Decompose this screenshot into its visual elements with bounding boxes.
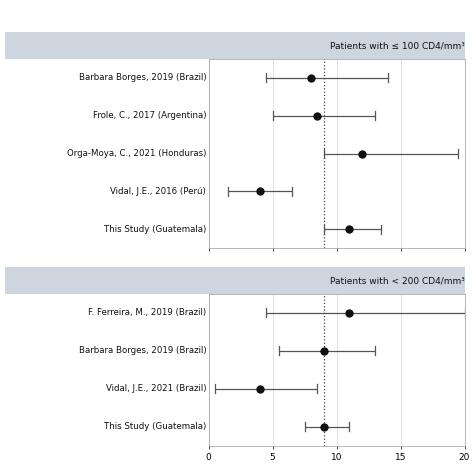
Text: Vidal, J.E., 2021 (Brazil): Vidal, J.E., 2021 (Brazil) xyxy=(106,384,206,393)
Text: Barbara Borges, 2019 (Brazil): Barbara Borges, 2019 (Brazil) xyxy=(79,73,206,82)
Text: This Study (Guatemala): This Study (Guatemala) xyxy=(104,225,206,234)
Text: Barbara Borges, 2019 (Brazil): Barbara Borges, 2019 (Brazil) xyxy=(79,346,206,355)
Text: Frole, C., 2017 (Argentina): Frole, C., 2017 (Argentina) xyxy=(93,111,206,120)
Text: Orga-Moya, C., 2021 (Honduras): Orga-Moya, C., 2021 (Honduras) xyxy=(67,149,206,158)
Text: Vidal, J.E., 2016 (Perú): Vidal, J.E., 2016 (Perú) xyxy=(110,187,206,196)
Text: This Study (Guatemala): This Study (Guatemala) xyxy=(104,422,206,431)
Text: Patients with < 200 CD4/mm³: Patients with < 200 CD4/mm³ xyxy=(329,276,465,285)
Text: Patients with ≤ 100 CD4/mm³: Patients with ≤ 100 CD4/mm³ xyxy=(329,41,465,50)
Text: F. Ferreira, M., 2019 (Brazil): F. Ferreira, M., 2019 (Brazil) xyxy=(88,309,206,317)
